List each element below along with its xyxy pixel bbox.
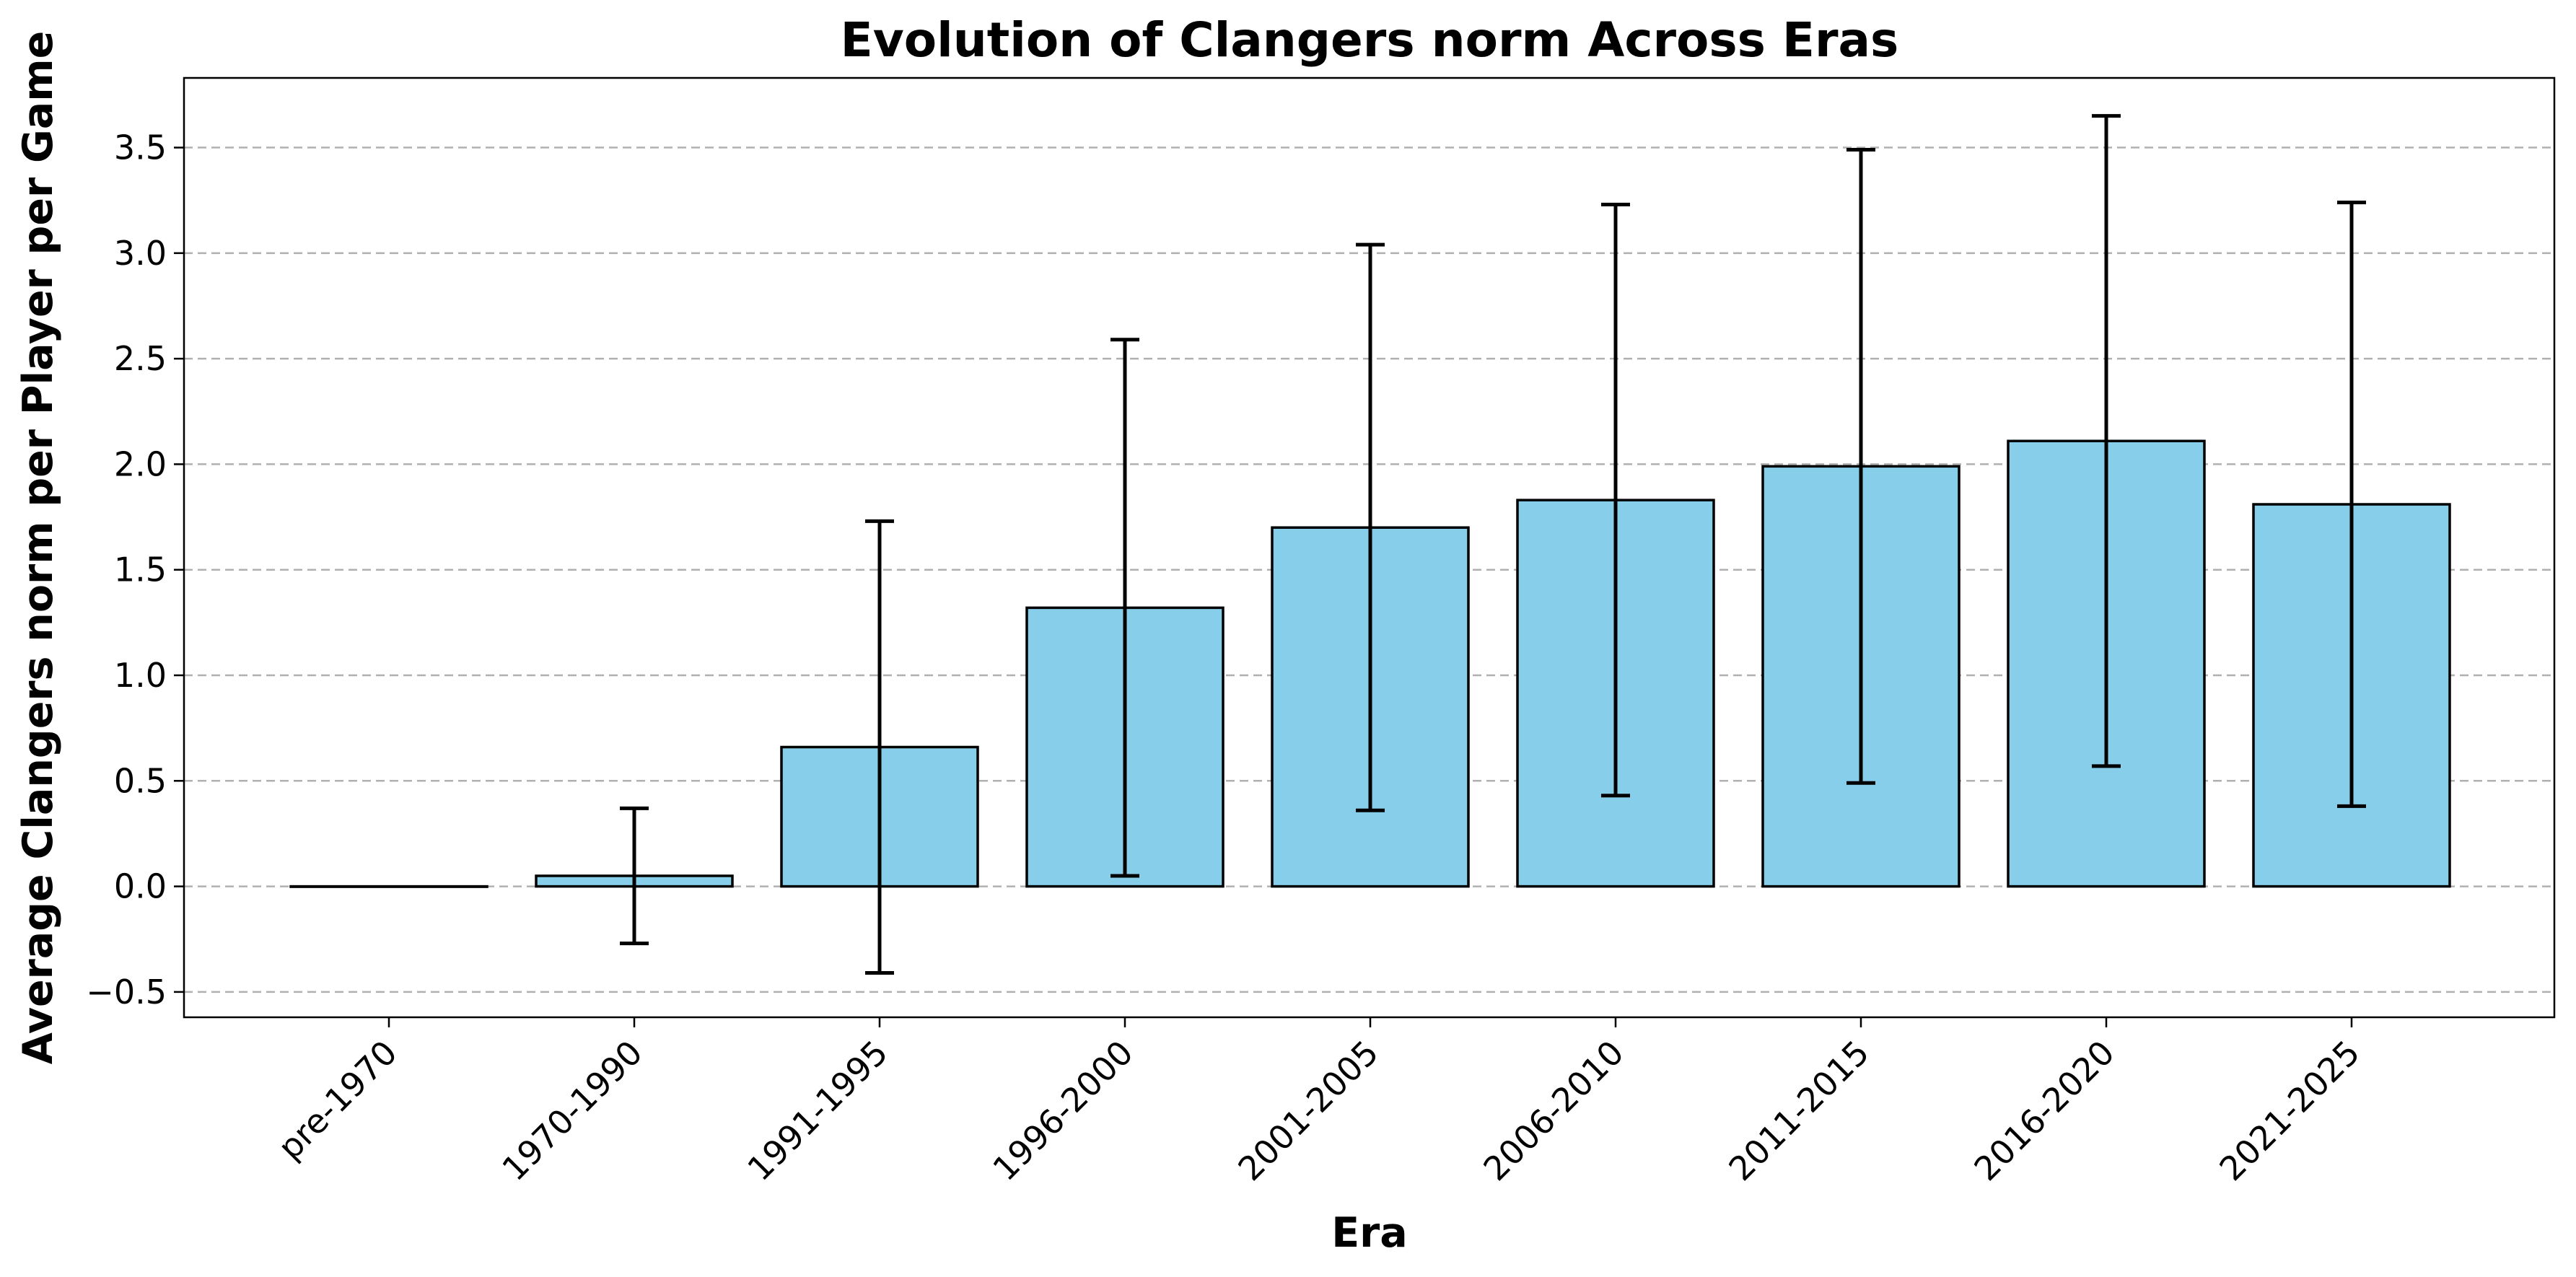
y-axis-ticks: −0.5 0.0 0.5 1.0 1.5 2.0 2.5 3.0 3.5 xyxy=(86,128,184,1011)
error-bars xyxy=(620,114,2366,975)
y-tick-label: 1.0 xyxy=(114,656,167,695)
x-axis-label: Era xyxy=(1331,1209,1408,1257)
chart-title: Evolution of Clangers norm Across Eras xyxy=(841,12,1899,68)
y-tick-label: 1.5 xyxy=(114,550,167,589)
y-axis-label: Average Clangers norm per Player per Gam… xyxy=(14,31,62,1065)
y-tick-label: 2.0 xyxy=(114,444,167,483)
y-tick-label: 0.0 xyxy=(114,867,167,906)
y-tick-label: 0.5 xyxy=(114,761,167,800)
y-tick-label: −0.5 xyxy=(86,973,167,1011)
plot-frame xyxy=(183,76,2556,1019)
y-tick-label: 2.5 xyxy=(114,339,167,378)
y-tick-label: 3.5 xyxy=(114,128,167,167)
y-tick-label: 3.0 xyxy=(114,234,167,273)
